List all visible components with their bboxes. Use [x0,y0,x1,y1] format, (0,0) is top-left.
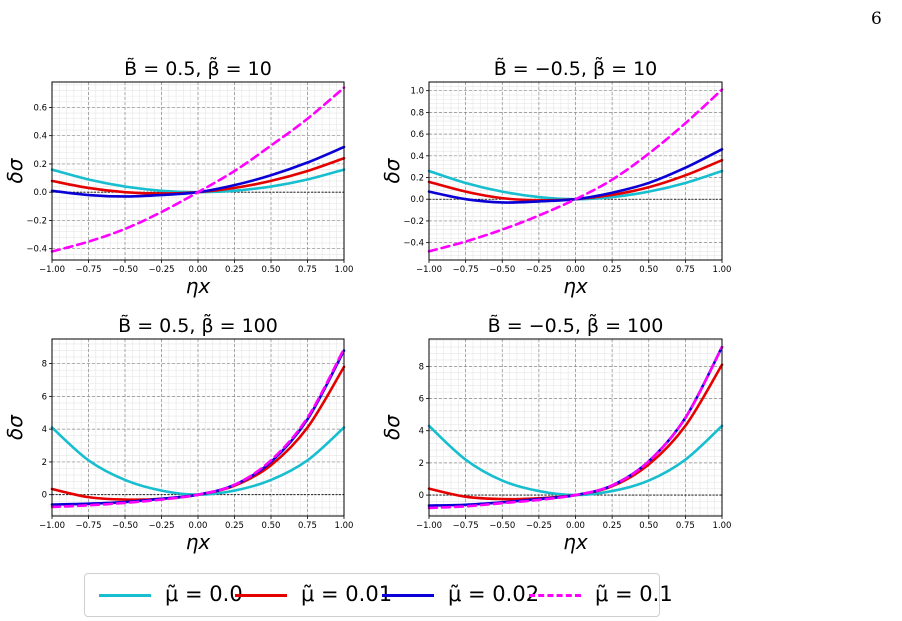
series-line-4 [427,88,724,253]
x-tick-label: −1.00 [416,521,442,531]
x-tick-label: 0.50 [639,265,658,275]
panel-title: B̃ = −0.5, β̃ = 100 [488,312,664,337]
x-tick-label: 0.00 [566,521,585,531]
legend-swatch [382,594,434,597]
x-tick-label: −0.75 [453,521,479,531]
y-tick-label: 0 [419,491,424,501]
y-tick-label: 0.2 [33,160,47,170]
legend-label: μ̃ = 0.1 [595,582,673,606]
y-tick-label: −0.2 [26,216,47,226]
series-line-4 [50,347,346,509]
x-tick-label: 0.75 [298,265,317,275]
x-tick-label: −0.25 [148,521,174,531]
y-tick-label: 8 [419,362,424,372]
y-tick-label: 0 [42,491,47,501]
x-tick-label: 1.00 [713,265,732,275]
legend: μ̃ = 0.0 μ̃ = 0.01 μ̃ = 0.02 μ̃ = 0.1 [84,573,673,617]
chart-panel-1: −1.00 −0.75 −0.50 −0.25 0.00 0.25 0.50 0.75 1.00… [3,55,353,298]
panel-title: B̃ = 0.5, β̃ = 10 [124,55,272,80]
chart-panel-4: −1.00 −0.75 −0.50 −0.25 0.00 0.25 0.50 0.75 1.00… [380,312,731,554]
x-tick-label: −0.50 [112,521,138,531]
y-axis-title: δσ [3,414,27,440]
x-tick-label: 1.00 [335,521,354,531]
x-tick-label: −0.50 [489,265,515,275]
x-tick-label: −1.00 [39,521,65,531]
x-tick-label: 0.00 [566,265,585,275]
y-tick-label: 4 [419,427,424,437]
y-tick-label: 4 [42,425,47,435]
panel-title: B̃ = 0.5, β̃ = 100 [118,312,278,337]
y-tick-label: 2 [419,459,424,469]
legend-swatch [529,594,581,597]
panel-title: B̃ = −0.5, β̃ = 10 [494,55,658,80]
x-tick-label: 0.25 [225,265,244,275]
x-tick-label: 1.00 [713,521,732,531]
y-tick-label: 1.0 [410,87,424,97]
x-tick-label: 0.25 [225,521,244,531]
y-tick-label: 2 [42,458,47,468]
x-tick-label: −0.75 [75,521,101,531]
page-number: 6 [871,9,882,29]
x-tick-label: 0.75 [676,265,695,275]
chart-panel-2: −1.00 −0.75 −0.50 −0.25 0.00 0.25 0.50 0.75 1.00… [380,55,731,298]
y-axis-title: δσ [380,157,404,183]
x-axis-title: ηx [186,274,211,298]
figure-panels: −1.00 −0.75 −0.50 −0.25 0.00 0.25 0.50 0.75 1.00… [3,55,731,554]
x-tick-label: −0.50 [112,265,138,275]
x-tick-label: 1.00 [335,265,354,275]
legend-swatch [99,594,151,597]
x-tick-label: −0.75 [75,265,101,275]
y-axis-title: δσ [3,157,27,183]
x-tick-label: 0.75 [676,521,695,531]
y-tick-label: −0.2 [403,217,424,227]
y-tick-label: 0.6 [410,130,424,140]
y-tick-label: 6 [419,395,424,405]
x-tick-label: −0.75 [453,265,479,275]
y-tick-label: −0.4 [26,245,47,255]
legend-label: μ̃ = 0.02 [448,582,540,606]
x-tick-label: 0.50 [639,521,658,531]
x-tick-label: −1.00 [39,265,65,275]
y-tick-label: 0.2 [410,174,424,184]
series-line-4 [50,86,346,253]
x-tick-label: −0.25 [526,521,552,531]
y-tick-label: 0.8 [410,108,424,118]
x-tick-label: 0.75 [298,521,317,531]
x-tick-label: −0.25 [148,265,174,275]
x-tick-label: 0.00 [189,521,208,531]
x-axis-title: ηx [186,530,211,554]
legend-swatch [235,594,287,597]
x-tick-label: −1.00 [416,265,442,275]
x-tick-label: −0.25 [526,265,552,275]
x-tick-label: 0.25 [603,521,622,531]
x-tick-label: 0.50 [262,521,281,531]
x-tick-label: 0.25 [603,265,622,275]
y-tick-label: −0.4 [403,239,424,249]
y-tick-label: 0.0 [33,188,47,198]
y-tick-label: 0.4 [410,152,424,162]
y-tick-label: 6 [42,392,47,402]
x-axis-title: ηx [563,274,588,298]
legend-label: μ̃ = 0.0 [165,582,243,606]
y-tick-label: 0.0 [410,195,424,205]
y-tick-label: 0.6 [33,103,47,113]
legend-label: μ̃ = 0.01 [301,582,393,606]
y-axis-title: δσ [380,414,404,440]
chart-panel-3: −1.00 −0.75 −0.50 −0.25 0.00 0.25 0.50 0.75 1.00… [3,312,353,554]
y-tick-label: 8 [42,360,47,370]
x-axis-title: ηx [563,530,588,554]
x-tick-label: 0.00 [189,265,208,275]
y-tick-label: 0.4 [33,132,47,142]
x-tick-label: −0.50 [489,521,515,531]
x-tick-label: 0.50 [262,265,281,275]
series-line-4 [427,345,724,510]
